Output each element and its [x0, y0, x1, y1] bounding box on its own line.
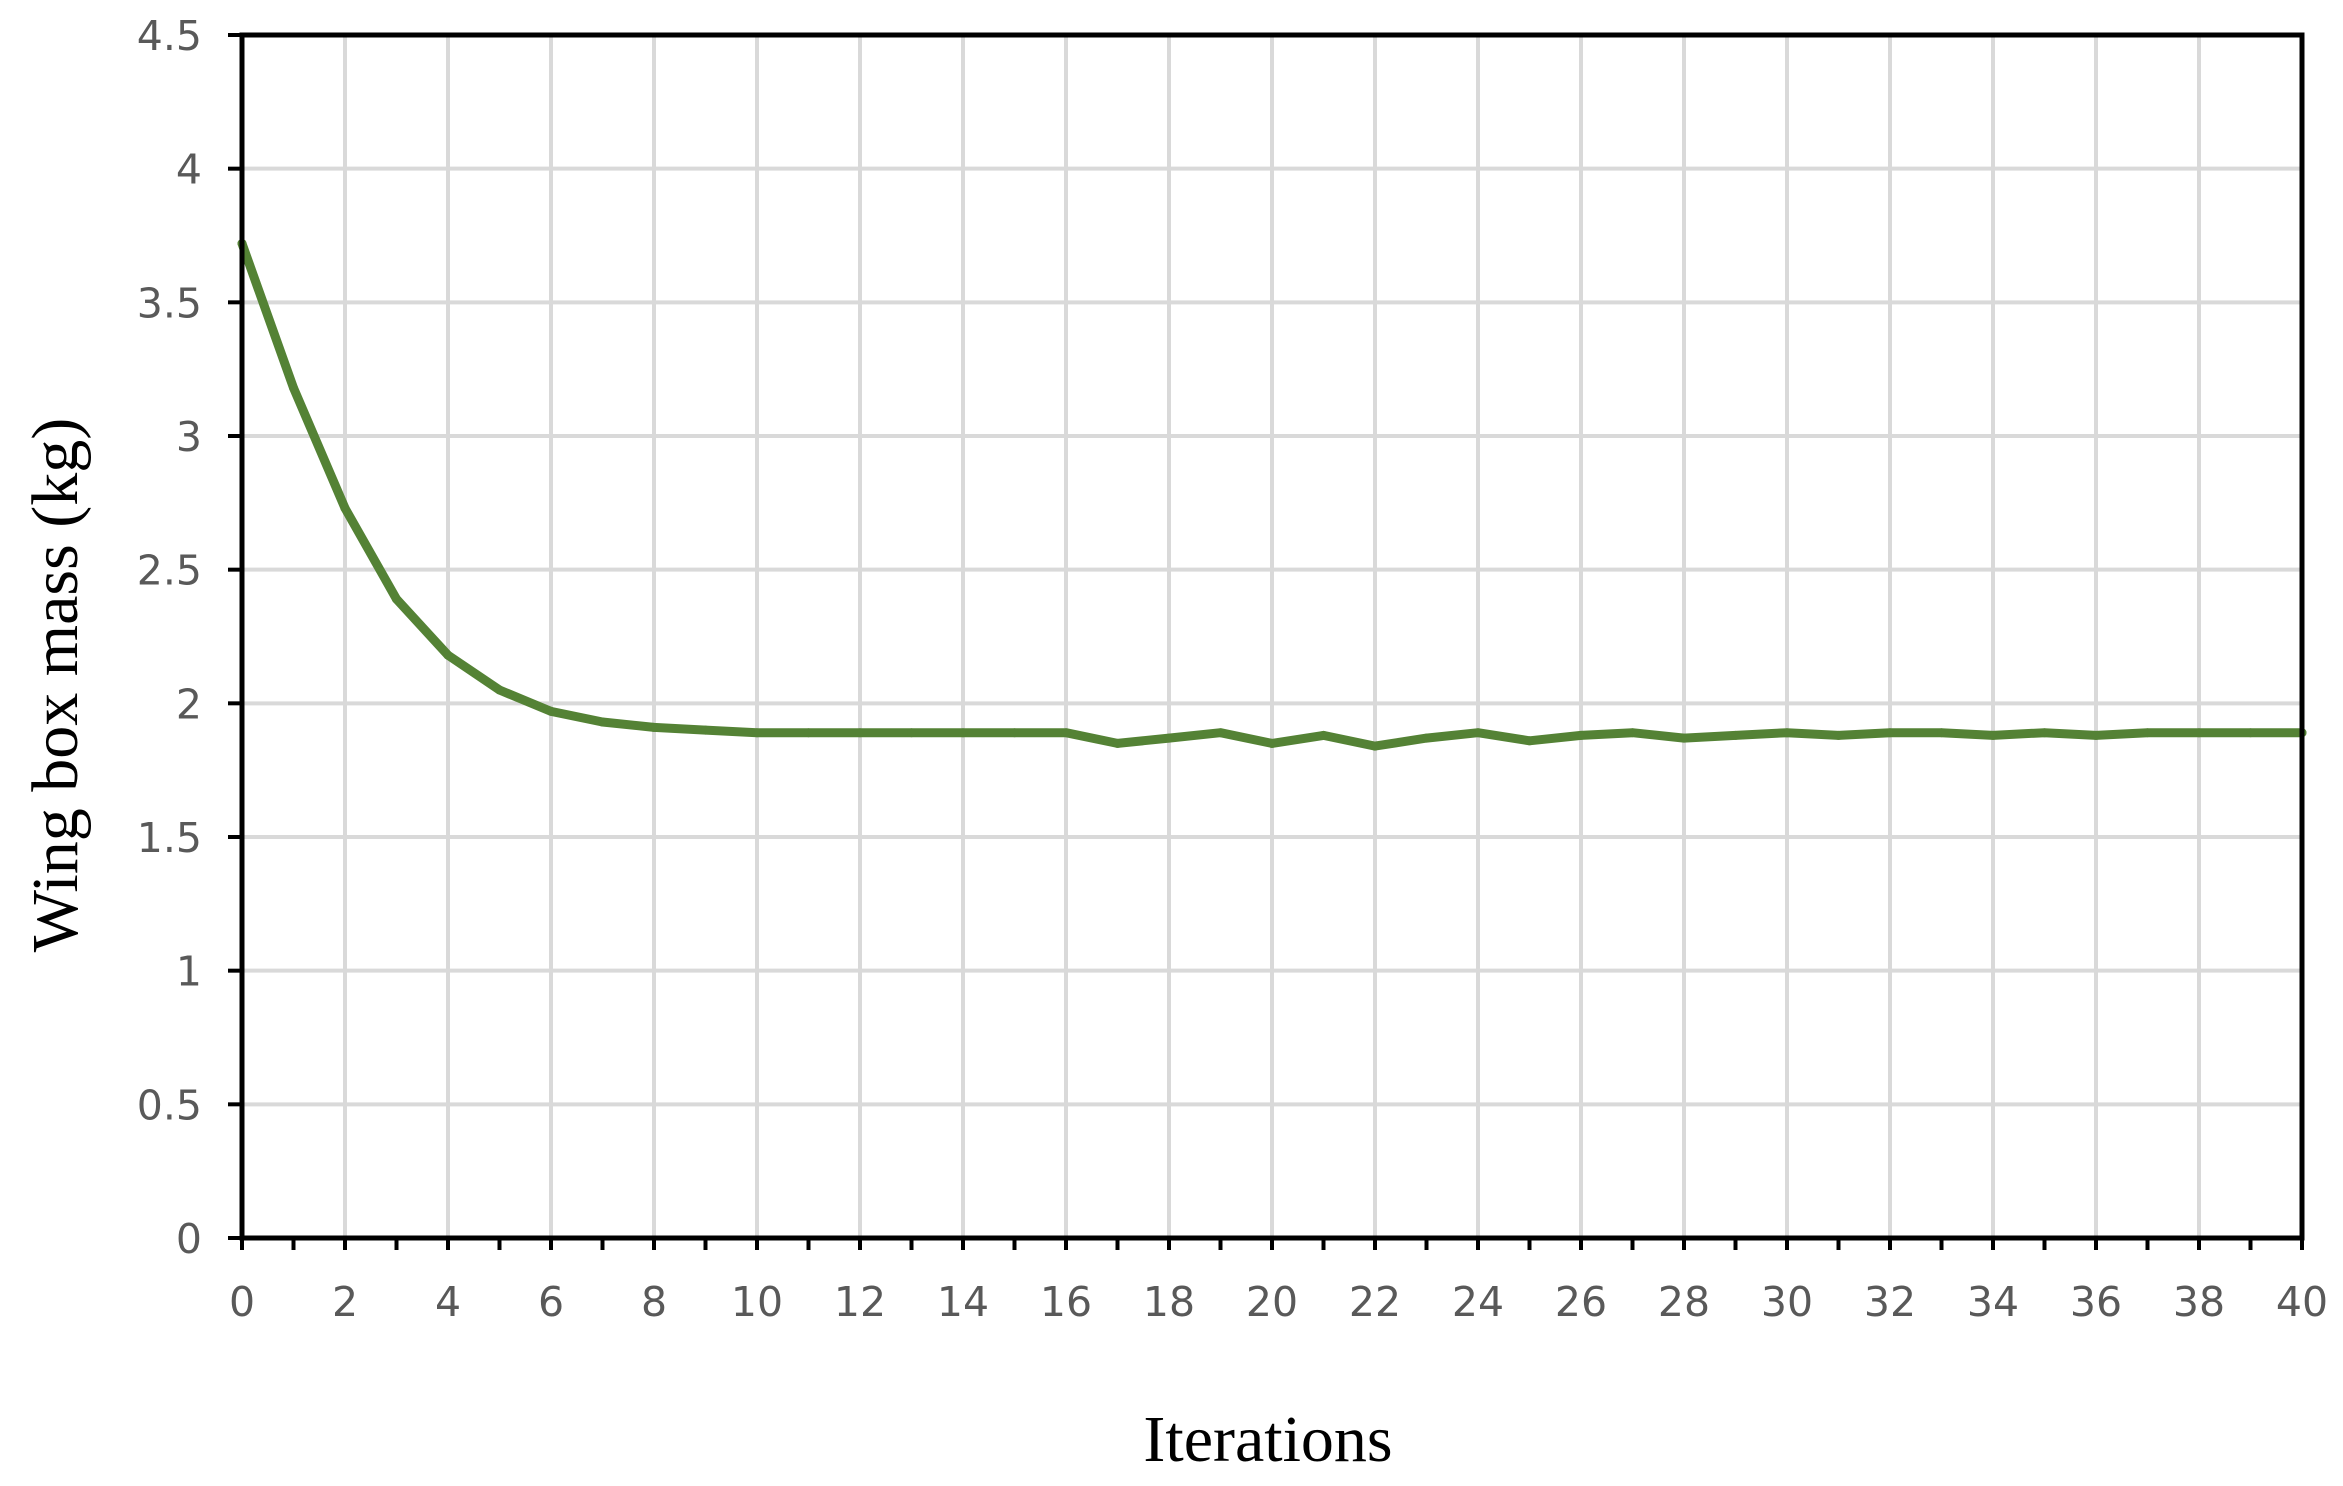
data-point — [340, 503, 350, 513]
data-point — [1422, 733, 1431, 743]
data-point — [1473, 728, 1483, 738]
data-point — [1834, 730, 1843, 740]
x-tick-label: 14 — [937, 1278, 989, 1326]
data-point — [546, 706, 556, 716]
y-tick-label: 3 — [176, 413, 202, 461]
data-point — [907, 728, 916, 738]
x-tick-label: 4 — [435, 1278, 461, 1326]
data-point — [1782, 728, 1792, 738]
x-tick-label: 10 — [731, 1278, 783, 1326]
x-tick-label: 20 — [1246, 1278, 1298, 1326]
data-point — [495, 685, 504, 695]
data-point — [958, 728, 968, 738]
data-point — [649, 722, 659, 732]
data-point — [2091, 730, 2101, 740]
series-layer — [237, 239, 2307, 751]
data-point — [1885, 728, 1895, 738]
x-tick-label: 34 — [1967, 1278, 2019, 1326]
data-point — [1216, 728, 1225, 738]
data-point — [1576, 730, 1586, 740]
grid-lines — [242, 35, 2302, 1238]
y-tick-label: 1 — [176, 948, 202, 996]
x-tick-label: 0 — [229, 1278, 255, 1326]
data-point — [1937, 728, 1946, 738]
y-tick-label: 2.5 — [137, 547, 202, 595]
data-point — [855, 728, 865, 738]
x-tick-label: 22 — [1349, 1278, 1401, 1326]
x-tick-label: 28 — [1658, 1278, 1710, 1326]
data-point — [1679, 733, 1689, 743]
x-axis-title: Iterations — [1143, 1403, 1392, 1476]
y-tick-label: 0 — [176, 1215, 202, 1263]
y-tick-label: 3.5 — [137, 279, 202, 327]
data-point — [1525, 736, 1534, 746]
x-axis-tick-labels: 0 2 4 6 8 10 12 14 16 18 20 22 24 26 28 30 32 34 36 38 40 — [229, 1278, 2328, 1326]
y-axis-title: Wing box mass (kg) — [19, 418, 92, 952]
x-tick-label: 6 — [538, 1278, 564, 1326]
x-tick-label: 16 — [1040, 1278, 1092, 1326]
data-point — [1731, 730, 1740, 740]
axes-frame — [228, 32, 2305, 1250]
x-tick-label: 2 — [332, 1278, 358, 1326]
y-tick-label: 1.5 — [137, 814, 202, 862]
data-point — [804, 728, 813, 738]
x-tick-label: 18 — [1143, 1278, 1195, 1326]
data-point — [1164, 733, 1174, 743]
data-point — [1319, 730, 1328, 740]
y-tick-label: 2 — [176, 680, 202, 728]
x-tick-label: 8 — [641, 1278, 667, 1326]
data-point — [701, 725, 710, 735]
data-point — [2194, 728, 2204, 738]
x-tick-label: 32 — [1864, 1278, 1916, 1326]
data-point — [443, 650, 453, 660]
data-point — [598, 717, 607, 727]
y-tick-label: 4.5 — [137, 12, 202, 60]
x-tick-label: 24 — [1452, 1278, 1504, 1326]
data-point — [1113, 738, 1122, 748]
data-point — [752, 728, 762, 738]
data-point — [2040, 728, 2049, 738]
x-tick-label: 36 — [2070, 1278, 2122, 1326]
data-point — [1628, 728, 1637, 738]
data-point — [2246, 728, 2255, 738]
data-point — [1267, 738, 1277, 748]
x-tick-label: 12 — [834, 1278, 886, 1326]
data-point — [392, 594, 401, 604]
data-point — [289, 383, 298, 393]
data-point — [1061, 728, 1071, 738]
y-tick-label: 4 — [176, 146, 202, 194]
data-point — [2143, 728, 2152, 738]
x-tick-label: 38 — [2173, 1278, 2225, 1326]
y-tick-label: 0.5 — [137, 1081, 202, 1129]
y-axis-tick-labels: 0 0.5 1 1.5 2 2.5 3 3.5 4 4.5 — [137, 12, 202, 1263]
data-point — [1370, 741, 1380, 751]
x-tick-label: 26 — [1555, 1278, 1607, 1326]
data-point — [1010, 728, 1019, 738]
data-point — [1988, 730, 1998, 740]
x-tick-label: 30 — [1761, 1278, 1813, 1326]
x-tick-label: 40 — [2276, 1278, 2328, 1326]
